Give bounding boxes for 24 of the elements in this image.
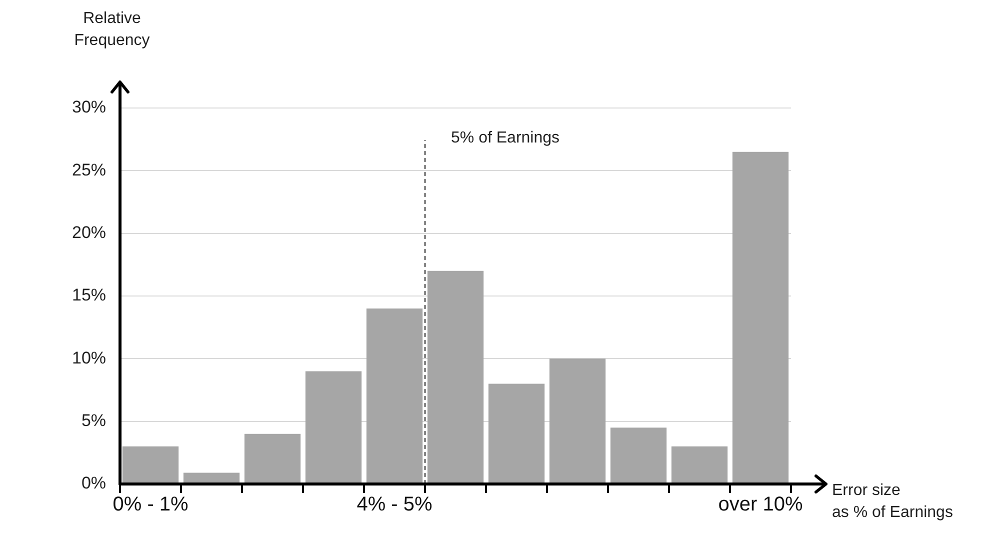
- bar: [183, 472, 240, 484]
- x-tick-label: over 10%: [718, 494, 803, 516]
- x-axis-title: Error size as % of Earnings: [832, 481, 954, 523]
- x-tick-label: 4% - 5%: [356, 494, 433, 516]
- y-tick-label: 20%: [72, 223, 106, 242]
- bar: [427, 270, 484, 484]
- bar: [610, 428, 667, 484]
- bar: [549, 358, 606, 484]
- y-tick-label: 15%: [72, 286, 106, 305]
- bar: [671, 446, 728, 484]
- y-tick-label: 10%: [72, 348, 106, 368]
- bar: [732, 152, 789, 484]
- bar: [366, 308, 423, 484]
- ref-line-label: 5% of Earnings: [451, 129, 560, 146]
- x-tick-label: 0% - 1%: [112, 494, 189, 516]
- bar: [305, 371, 362, 484]
- y-tick-label: 5%: [81, 411, 106, 430]
- y-tick-label: 30%: [72, 98, 106, 117]
- y-tick-label: 0%: [81, 474, 106, 493]
- y-axis-title: Relative Frequency: [73, 9, 151, 51]
- y-tick-label: 25%: [72, 160, 106, 180]
- bar: [488, 384, 545, 484]
- bar: [244, 434, 301, 484]
- bar: [122, 446, 179, 484]
